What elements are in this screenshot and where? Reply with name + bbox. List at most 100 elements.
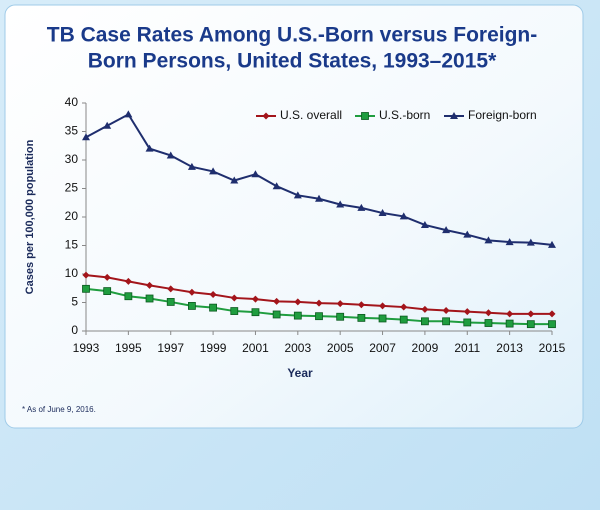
point	[378, 314, 387, 323]
point	[527, 310, 535, 318]
point	[272, 310, 281, 319]
x-tick-label: 2005	[327, 341, 354, 355]
x-tick-label: 2011	[454, 341, 480, 355]
point	[293, 191, 302, 199]
point	[124, 277, 132, 285]
point	[357, 313, 366, 322]
x-axis-label: Year	[287, 366, 313, 380]
point	[251, 295, 259, 303]
point	[82, 284, 90, 293]
point	[209, 303, 217, 312]
point	[251, 308, 260, 317]
footnote: * As of June 9, 2016.	[22, 405, 96, 414]
x-tick-label: 1999	[200, 341, 227, 355]
point	[379, 302, 387, 310]
point	[442, 306, 450, 314]
point	[484, 319, 493, 327]
point	[82, 271, 90, 279]
y-tick-label: 0	[71, 323, 78, 337]
y-tick-label: 15	[65, 238, 79, 252]
y-axis-label: Cases per 100,000 population	[24, 139, 36, 294]
point	[145, 144, 154, 152]
legend-label: U.S.-born	[379, 108, 430, 122]
point	[187, 162, 196, 170]
point	[463, 308, 471, 316]
point	[442, 317, 450, 326]
point	[124, 292, 133, 301]
y-tick-label: 5	[71, 295, 78, 309]
x-tick-label: 2003	[284, 341, 311, 355]
point	[124, 110, 133, 118]
point	[420, 220, 429, 228]
point	[357, 203, 366, 211]
point	[506, 310, 514, 318]
x-tick-label: 1995	[115, 341, 142, 355]
y-tick-label: 40	[65, 95, 79, 109]
x-tick-label: 2015	[539, 341, 566, 355]
point	[315, 194, 323, 202]
point	[167, 285, 175, 293]
point	[526, 238, 535, 246]
point	[272, 182, 281, 190]
x-tick-label: 1993	[73, 341, 100, 355]
chart-title: Born Persons, United States, 1993–2015*	[88, 50, 497, 73]
point	[526, 320, 535, 329]
point	[188, 302, 196, 310]
point	[166, 151, 175, 159]
y-tick-label: 10	[65, 266, 79, 280]
x-tick-label: 1997	[157, 341, 184, 355]
point	[336, 200, 345, 208]
point	[209, 167, 218, 175]
point	[188, 288, 196, 296]
point	[315, 299, 323, 307]
x-tick-label: 2013	[496, 341, 523, 355]
point	[378, 209, 387, 217]
point	[273, 297, 281, 305]
point	[421, 317, 429, 326]
point	[336, 300, 344, 308]
point	[442, 226, 451, 234]
point	[421, 305, 429, 313]
point	[548, 240, 556, 248]
point	[463, 230, 472, 238]
point	[82, 133, 90, 141]
point	[103, 273, 111, 281]
point	[230, 294, 238, 302]
y-tick-label: 25	[65, 181, 79, 195]
point	[505, 238, 514, 246]
legend-marker	[361, 112, 369, 120]
point	[146, 281, 154, 289]
point	[336, 312, 345, 321]
y-tick-label: 30	[65, 152, 79, 166]
point	[230, 176, 239, 184]
point	[294, 298, 302, 306]
point	[251, 170, 260, 178]
point	[230, 307, 239, 315]
point	[103, 121, 112, 129]
point	[145, 294, 154, 303]
point	[315, 312, 323, 321]
point	[400, 303, 408, 311]
y-tick-label: 35	[65, 124, 79, 138]
point	[103, 287, 112, 296]
point	[505, 319, 514, 328]
point	[548, 320, 556, 329]
point	[463, 318, 472, 327]
legend-label: U.S. overall	[280, 108, 342, 122]
point	[548, 310, 556, 318]
point	[399, 212, 408, 220]
chart-title: TB Case Rates Among U.S.-Born versus For…	[47, 24, 537, 47]
x-tick-label: 2009	[412, 341, 439, 355]
x-tick-label: 2007	[369, 341, 396, 355]
legend-label: Foreign-born	[468, 108, 537, 122]
point	[484, 309, 492, 317]
point	[484, 236, 493, 244]
point	[209, 291, 217, 299]
point	[293, 311, 302, 320]
y-tick-label: 20	[65, 209, 79, 223]
point	[399, 315, 408, 324]
legend-marker	[450, 112, 458, 119]
legend-marker	[262, 112, 270, 120]
x-tick-label: 2001	[242, 341, 269, 355]
